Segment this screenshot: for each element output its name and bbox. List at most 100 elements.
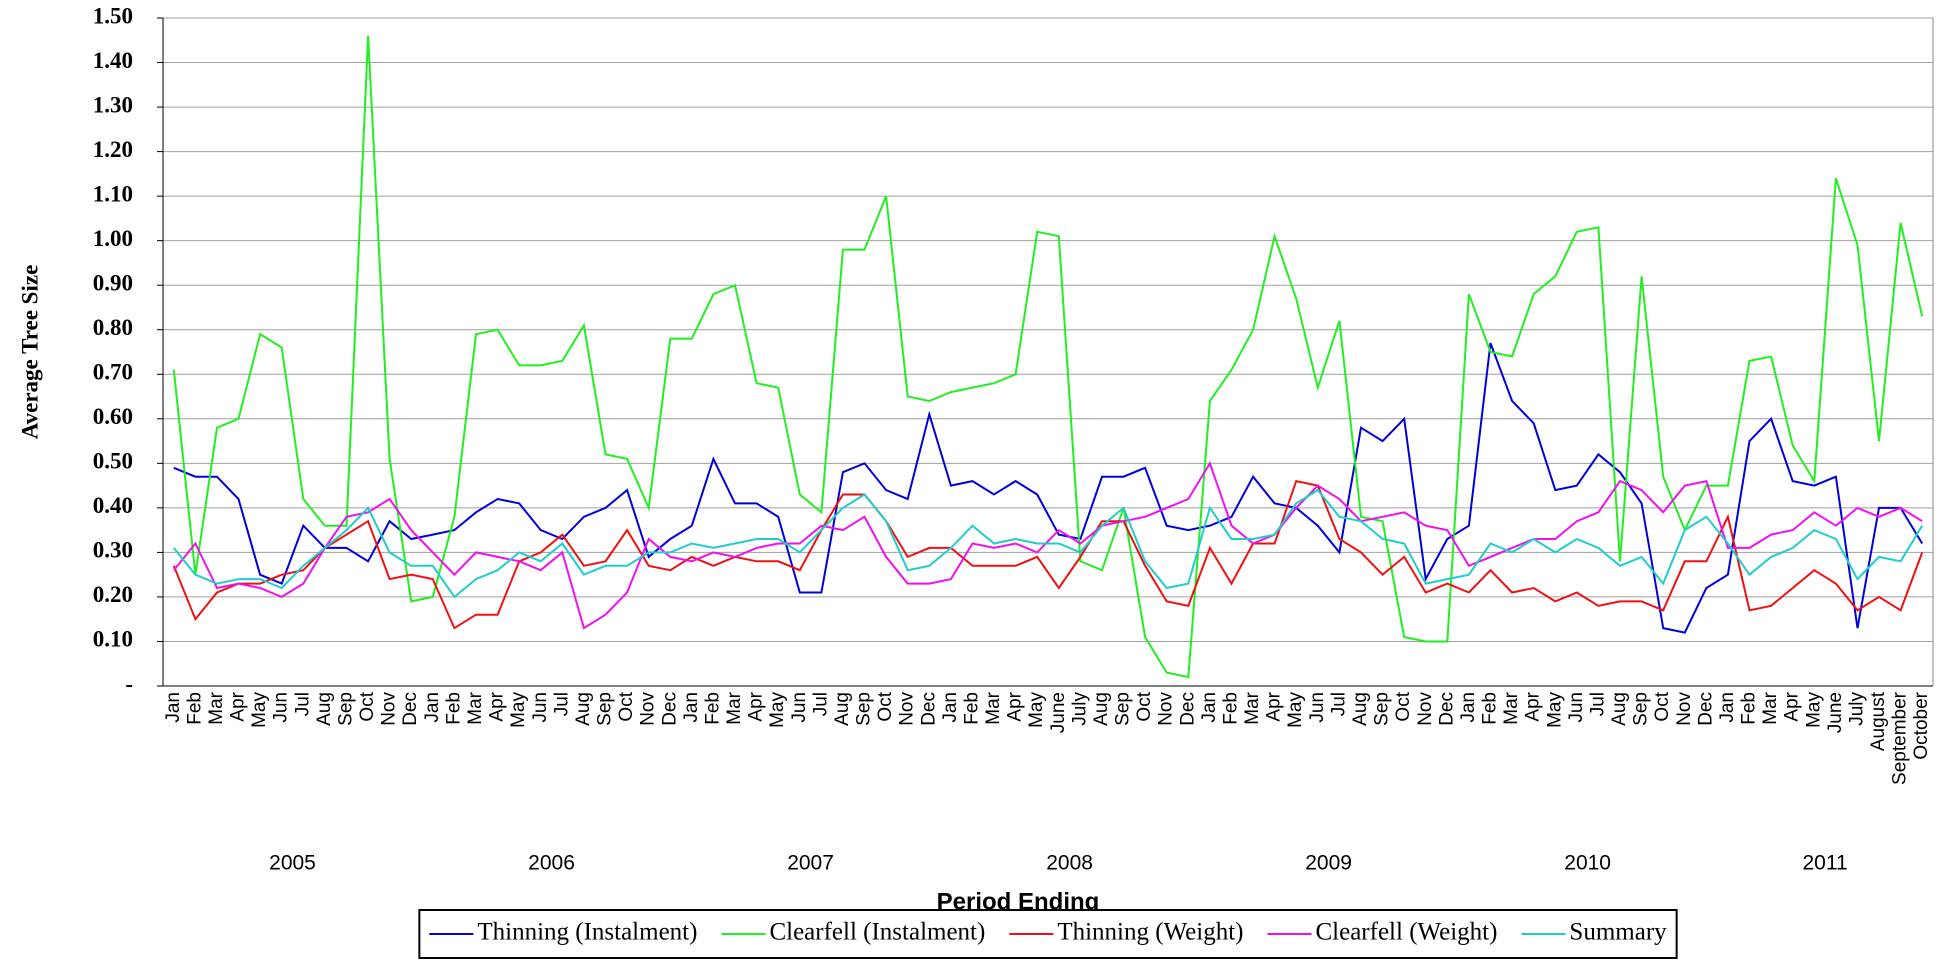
x-tick-label: Nov <box>1415 692 1436 726</box>
legend-label: Thinning (Instalment) <box>477 919 697 946</box>
y-tick-label: 0.70 <box>93 360 133 385</box>
x-tick-label: Feb <box>184 692 205 725</box>
y-axis-title: Average Tree Size <box>17 265 42 440</box>
x-tick-label: Jun <box>1566 692 1587 723</box>
x-tick-label: Mar <box>983 691 1004 724</box>
x-tick-label: Aug <box>832 692 853 726</box>
x-tick-label: Dec <box>918 692 939 726</box>
x-tick-label: Jan <box>422 692 443 723</box>
x-tick-label: May <box>1285 692 1306 728</box>
x-tick-label: August <box>1868 691 1889 751</box>
x-tick-label: June <box>1825 692 1846 733</box>
x-tick-label: Jan <box>940 692 961 723</box>
plot-area <box>163 18 1933 686</box>
x-tick-label: Oct <box>875 691 896 721</box>
x-tick-label: May <box>767 692 788 728</box>
x-tick-label: Sep <box>1372 692 1393 726</box>
y-tick-label: 0.30 <box>93 538 133 563</box>
x-tick-label: Jan <box>1458 692 1479 723</box>
year-label: 2008 <box>1046 852 1093 875</box>
x-tick-label: Feb <box>443 692 464 725</box>
x-tick-label: Apr <box>1264 691 1285 721</box>
x-tick-label: July <box>1846 692 1867 726</box>
year-label: 2011 <box>1802 852 1847 875</box>
x-tick-label: Sep <box>854 692 875 726</box>
x-tick-label: Nov <box>1674 692 1695 726</box>
x-tick-label: Oct <box>616 691 637 721</box>
x-tick-label: Jan <box>1199 692 1220 723</box>
x-tick-label: Aug <box>1350 692 1371 726</box>
legend-label: Clearfell (Instalment) <box>769 919 985 946</box>
x-tick-label: Apr <box>1005 691 1026 721</box>
x-tick-label: Jan <box>163 692 184 723</box>
x-tick-label: Feb <box>961 692 982 725</box>
y-tick-label: 0.80 <box>93 315 133 340</box>
x-tick-label: Dec <box>1695 692 1716 726</box>
series-line <box>172 479 1924 630</box>
legend-label: Summary <box>1569 919 1667 946</box>
y-tick-label: 0.20 <box>93 582 133 607</box>
x-tick-label: Mar <box>465 691 486 724</box>
year-label: 2009 <box>1305 852 1352 875</box>
x-tick-label: Feb <box>1480 692 1501 725</box>
x-tick-label: Sep <box>1113 692 1134 726</box>
y-tick-label: 1.50 <box>93 3 133 28</box>
x-tick-label: September <box>1890 691 1911 785</box>
x-tick-label: Nov <box>638 692 659 726</box>
x-tick-label: May <box>1803 692 1824 728</box>
x-tick-label: Oct <box>1652 691 1673 721</box>
x-tick-label: Jan <box>1717 692 1738 723</box>
x-tick-label: Mar <box>1501 691 1522 724</box>
x-tick-label: Jul <box>1587 692 1608 716</box>
y-tick-label: 1.00 <box>93 226 133 251</box>
x-tick-label: Mar <box>206 691 227 724</box>
y-tick-label: 0.60 <box>93 404 133 429</box>
x-tick-label: Apr <box>487 691 508 721</box>
x-tick-label: May <box>508 692 529 728</box>
x-tick-label: Feb <box>1220 692 1241 725</box>
x-tick-label: Oct <box>357 691 378 721</box>
legend-label: Clearfell (Weight) <box>1315 919 1497 946</box>
x-tick-label: Feb <box>702 692 723 725</box>
x-tick-label: Jan <box>681 692 702 723</box>
x-tick-label: Mar <box>1760 691 1781 724</box>
x-tick-label: Dec <box>659 692 680 726</box>
x-tick-label: June <box>1048 692 1069 733</box>
series-line <box>173 342 1924 634</box>
x-tick-label: Apr <box>1782 691 1803 721</box>
x-tick-label: May <box>249 692 270 728</box>
x-tick-label: Dec <box>400 692 421 726</box>
year-label: 2005 <box>269 852 316 875</box>
x-tick-label: May <box>1026 692 1047 728</box>
y-tick-label: 0.40 <box>93 493 133 518</box>
x-tick-label: Nov <box>379 692 400 726</box>
year-label: 2007 <box>787 852 834 875</box>
x-tick-label: Jul <box>1328 692 1349 716</box>
x-tick-label: Jun <box>271 692 292 723</box>
x-tick-label: Aug <box>1091 692 1112 726</box>
x-tick-label: October <box>1911 691 1932 759</box>
x-tick-label: Jul <box>551 692 572 716</box>
x-tick-label: Oct <box>1393 691 1414 721</box>
year-label: 2006 <box>528 852 575 875</box>
y-tick-label: 1.40 <box>93 48 133 73</box>
series-line <box>173 460 1923 630</box>
x-tick-label: Aug <box>1609 692 1630 726</box>
year-label: 2010 <box>1564 852 1611 875</box>
x-tick-label: Mar <box>724 691 745 724</box>
legend: Thinning (Instalment) Clearfell (Instalme… <box>418 909 1678 959</box>
x-tick-label: Sep <box>595 692 616 726</box>
y-tick-label: 1.20 <box>93 137 133 162</box>
x-tick-label: Nov <box>897 692 918 726</box>
x-tick-label: July <box>1069 692 1090 726</box>
x-tick-label: Dec <box>1436 692 1457 726</box>
x-tick-label: Feb <box>1739 692 1760 725</box>
legend-label: Thinning (Weight) <box>1057 919 1243 946</box>
y-tick-label: 0.90 <box>93 270 133 295</box>
series-line <box>172 35 1924 679</box>
x-tick-label: Jul <box>810 692 831 716</box>
x-tick-label: Aug <box>573 692 594 726</box>
y-tick-label: 0.50 <box>93 449 133 474</box>
